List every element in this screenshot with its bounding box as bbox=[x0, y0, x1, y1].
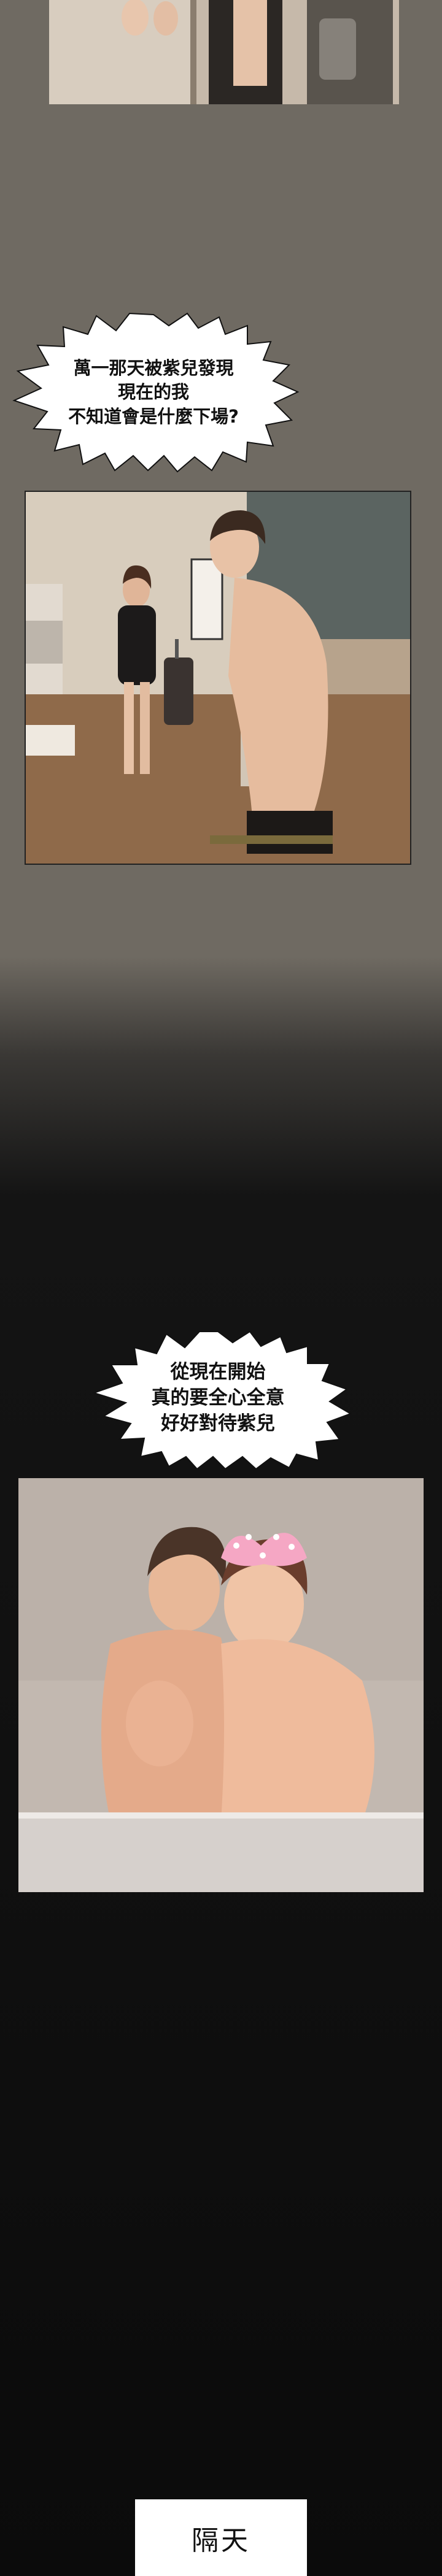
panel-top-hallway bbox=[49, 0, 399, 104]
panel-bedroom-art bbox=[26, 492, 410, 864]
bubble-2-text: 從現在開始 真的要全心全意 好好對待紫兒 bbox=[151, 1361, 285, 1435]
panel-bath-scene bbox=[18, 1478, 424, 1892]
speech-bubble-1: 萬一那天被紫兒發現 現在的我 不知道會是什麼下場? bbox=[3, 310, 304, 475]
bubble-1-text: 萬一那天被紫兒發現 現在的我 不知道會是什麼下場? bbox=[68, 358, 239, 427]
bubble-1-shape bbox=[12, 312, 300, 473]
panel-top-art bbox=[49, 0, 399, 104]
panel-bedroom-scene bbox=[25, 491, 411, 865]
panel-bath-art bbox=[18, 1478, 424, 1892]
caption-next-day: 隔天 bbox=[135, 2499, 307, 2576]
bubble-2-shape bbox=[91, 1330, 352, 1469]
speech-bubble-2: 從現在開始 真的要全心全意 好好對待紫兒 bbox=[83, 1328, 353, 1469]
